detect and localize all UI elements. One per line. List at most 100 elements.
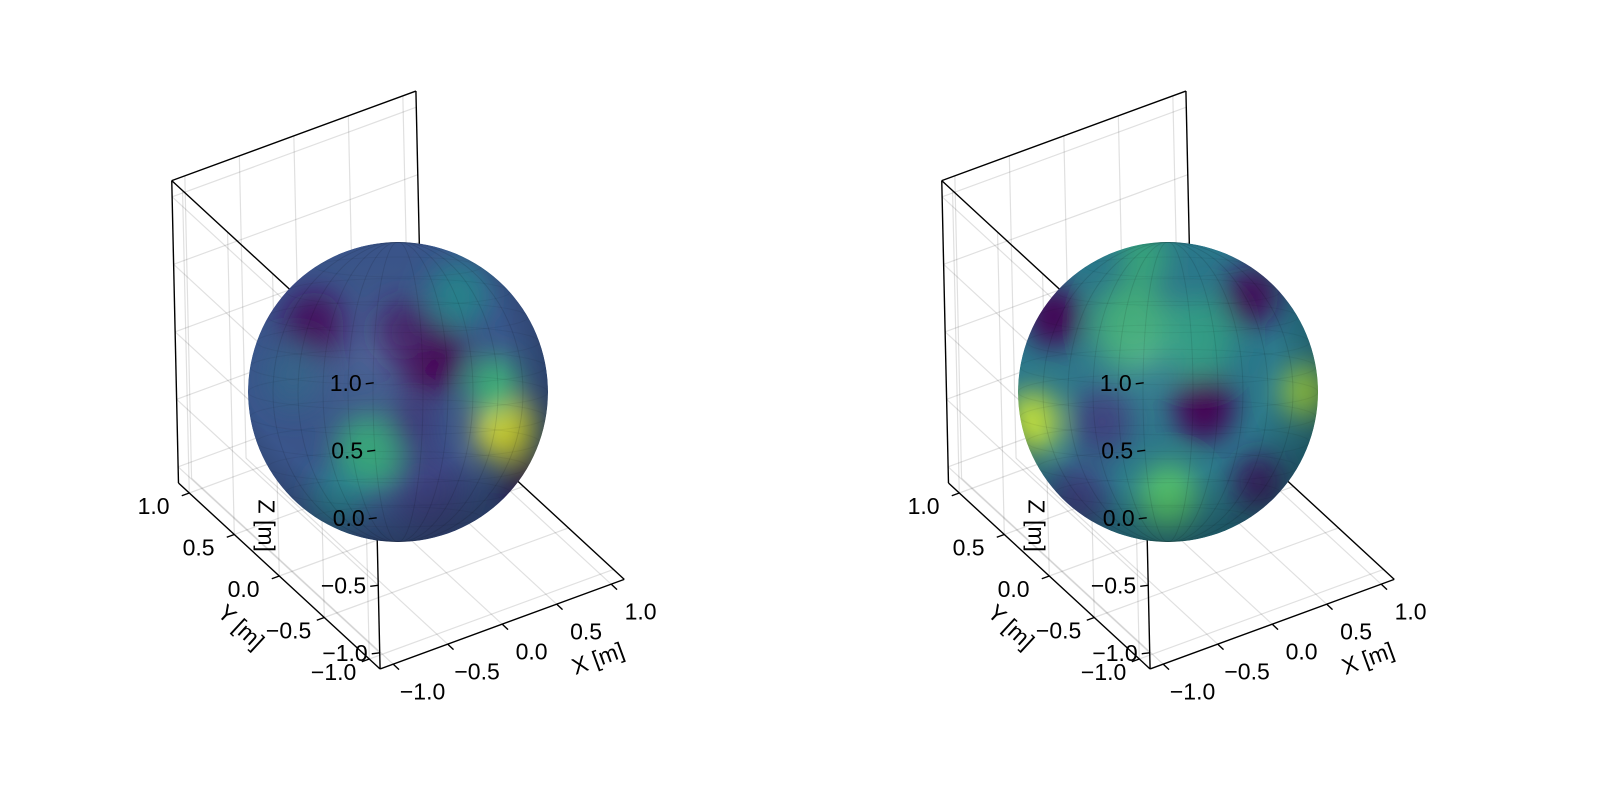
grid-line bbox=[1008, 155, 1017, 459]
grid-line bbox=[1015, 457, 1219, 645]
x-tick-label: 0.0 bbox=[1286, 638, 1318, 664]
y-tick-label: −1.0 bbox=[1081, 659, 1126, 685]
z-tick-label: −1.0 bbox=[322, 640, 367, 666]
x-tick-label: 0.5 bbox=[570, 618, 602, 644]
axis-edge bbox=[1149, 578, 1395, 670]
axis-ticks: −1.0−0.50.00.51.0−1.0−0.50.00.51.0−1.0−0… bbox=[138, 370, 657, 705]
grid-line bbox=[951, 190, 960, 494]
grid-line bbox=[369, 568, 614, 660]
y-tick-label: −0.5 bbox=[1036, 618, 1081, 644]
x-tick-label: 1.0 bbox=[1395, 598, 1427, 624]
grid-line bbox=[947, 466, 1151, 654]
y-tick-label: 1.0 bbox=[138, 493, 170, 519]
z-tick bbox=[371, 652, 380, 655]
z-tick bbox=[365, 382, 374, 385]
axis-edge bbox=[171, 180, 180, 484]
x-tick bbox=[1271, 623, 1279, 631]
grid-line bbox=[171, 106, 417, 198]
grid-line bbox=[941, 106, 1187, 198]
x-tick bbox=[1217, 643, 1225, 651]
grid-line bbox=[181, 190, 190, 494]
z-tick bbox=[370, 584, 379, 587]
axis-edge bbox=[171, 90, 417, 182]
y-axis-label: Y [m] bbox=[983, 599, 1040, 654]
sphere-shading bbox=[1018, 242, 1318, 542]
x-tick-label: 0.5 bbox=[1340, 618, 1372, 644]
y-axis-label: Y [m] bbox=[213, 599, 270, 654]
sphere-shading bbox=[248, 242, 548, 542]
grid-line bbox=[1094, 527, 1339, 619]
x-tick bbox=[556, 603, 564, 611]
x-tick-label: 1.0 bbox=[625, 598, 657, 624]
x-tick-label: −1.0 bbox=[400, 678, 445, 704]
z-tick bbox=[1135, 382, 1144, 385]
y-tick bbox=[996, 533, 1005, 538]
y-tick bbox=[1086, 616, 1095, 621]
grid-line bbox=[324, 527, 569, 619]
grid-line bbox=[954, 175, 963, 479]
z-axis-label: Z [m] bbox=[1024, 500, 1050, 552]
sphere-plot-left: −1.0−0.50.00.51.0−1.0−0.50.00.51.0−1.0−0… bbox=[138, 90, 657, 705]
z-tick bbox=[368, 517, 377, 520]
grid-line bbox=[173, 174, 418, 265]
z-tick-label: 0.0 bbox=[1103, 505, 1135, 531]
grid-line bbox=[177, 466, 381, 654]
y-tick bbox=[271, 575, 280, 580]
z-tick bbox=[1138, 517, 1147, 520]
x-tick-label: −1.0 bbox=[1170, 678, 1215, 704]
z-tick-label: 0.5 bbox=[1101, 437, 1133, 463]
x-tick bbox=[610, 583, 618, 591]
x-tick bbox=[501, 623, 509, 631]
grid-line bbox=[1139, 568, 1384, 660]
sphere-surface bbox=[1018, 242, 1318, 542]
grid-line bbox=[946, 398, 1149, 586]
grid-line bbox=[961, 477, 1164, 665]
grid-line bbox=[245, 457, 449, 645]
y-tick bbox=[361, 658, 370, 663]
z-tick-label: −1.0 bbox=[1092, 640, 1137, 666]
y-tick bbox=[316, 616, 325, 621]
z-tick bbox=[367, 449, 376, 452]
z-tick-label: −0.5 bbox=[1091, 572, 1136, 598]
z-tick bbox=[1141, 652, 1150, 655]
grid-line bbox=[996, 232, 1005, 535]
grid-line bbox=[943, 174, 1188, 265]
x-tick-label: −0.5 bbox=[1224, 658, 1269, 684]
grid-line bbox=[191, 477, 394, 665]
y-tick-label: 1.0 bbox=[908, 493, 940, 519]
z-tick bbox=[1137, 449, 1146, 452]
grid-line bbox=[176, 398, 379, 586]
grid-line bbox=[238, 155, 247, 459]
axis-edge bbox=[941, 90, 1187, 182]
y-tick-label: 0.0 bbox=[228, 576, 260, 602]
y-tick bbox=[181, 492, 190, 497]
y-tick bbox=[951, 492, 960, 497]
y-tick-label: 0.0 bbox=[998, 576, 1030, 602]
y-tick-label: −1.0 bbox=[311, 659, 356, 685]
axes-frame bbox=[171, 90, 625, 670]
sphere-plot-right: −1.0−0.50.00.51.0−1.0−0.50.00.51.0−1.0−0… bbox=[908, 90, 1427, 705]
x-tick bbox=[1162, 663, 1170, 671]
x-tick bbox=[1380, 583, 1388, 591]
x-tick bbox=[1326, 603, 1334, 611]
sphere-surface bbox=[248, 242, 548, 542]
z-tick-label: 1.0 bbox=[1100, 370, 1132, 396]
z-axis-label: Z [m] bbox=[254, 500, 280, 552]
y-tick bbox=[226, 533, 235, 538]
y-tick-label: 0.5 bbox=[183, 535, 215, 561]
y-tick bbox=[1131, 658, 1140, 663]
z-tick-label: 0.5 bbox=[331, 437, 363, 463]
z-tick-label: 1.0 bbox=[330, 370, 362, 396]
y-tick-label: −0.5 bbox=[266, 618, 311, 644]
grid-line bbox=[226, 232, 235, 535]
grid-line bbox=[184, 175, 193, 479]
z-tick-label: −0.5 bbox=[321, 572, 366, 598]
x-tick-label: −0.5 bbox=[454, 658, 499, 684]
z-tick-label: 0.0 bbox=[333, 505, 365, 531]
axis-ticks: −1.0−0.50.00.51.0−1.0−0.50.00.51.0−1.0−0… bbox=[908, 370, 1427, 705]
z-tick bbox=[1140, 584, 1149, 587]
x-tick bbox=[392, 663, 400, 671]
y-tick bbox=[1041, 575, 1050, 580]
y-tick-label: 0.5 bbox=[953, 535, 985, 561]
x-tick-label: 0.0 bbox=[516, 638, 548, 664]
